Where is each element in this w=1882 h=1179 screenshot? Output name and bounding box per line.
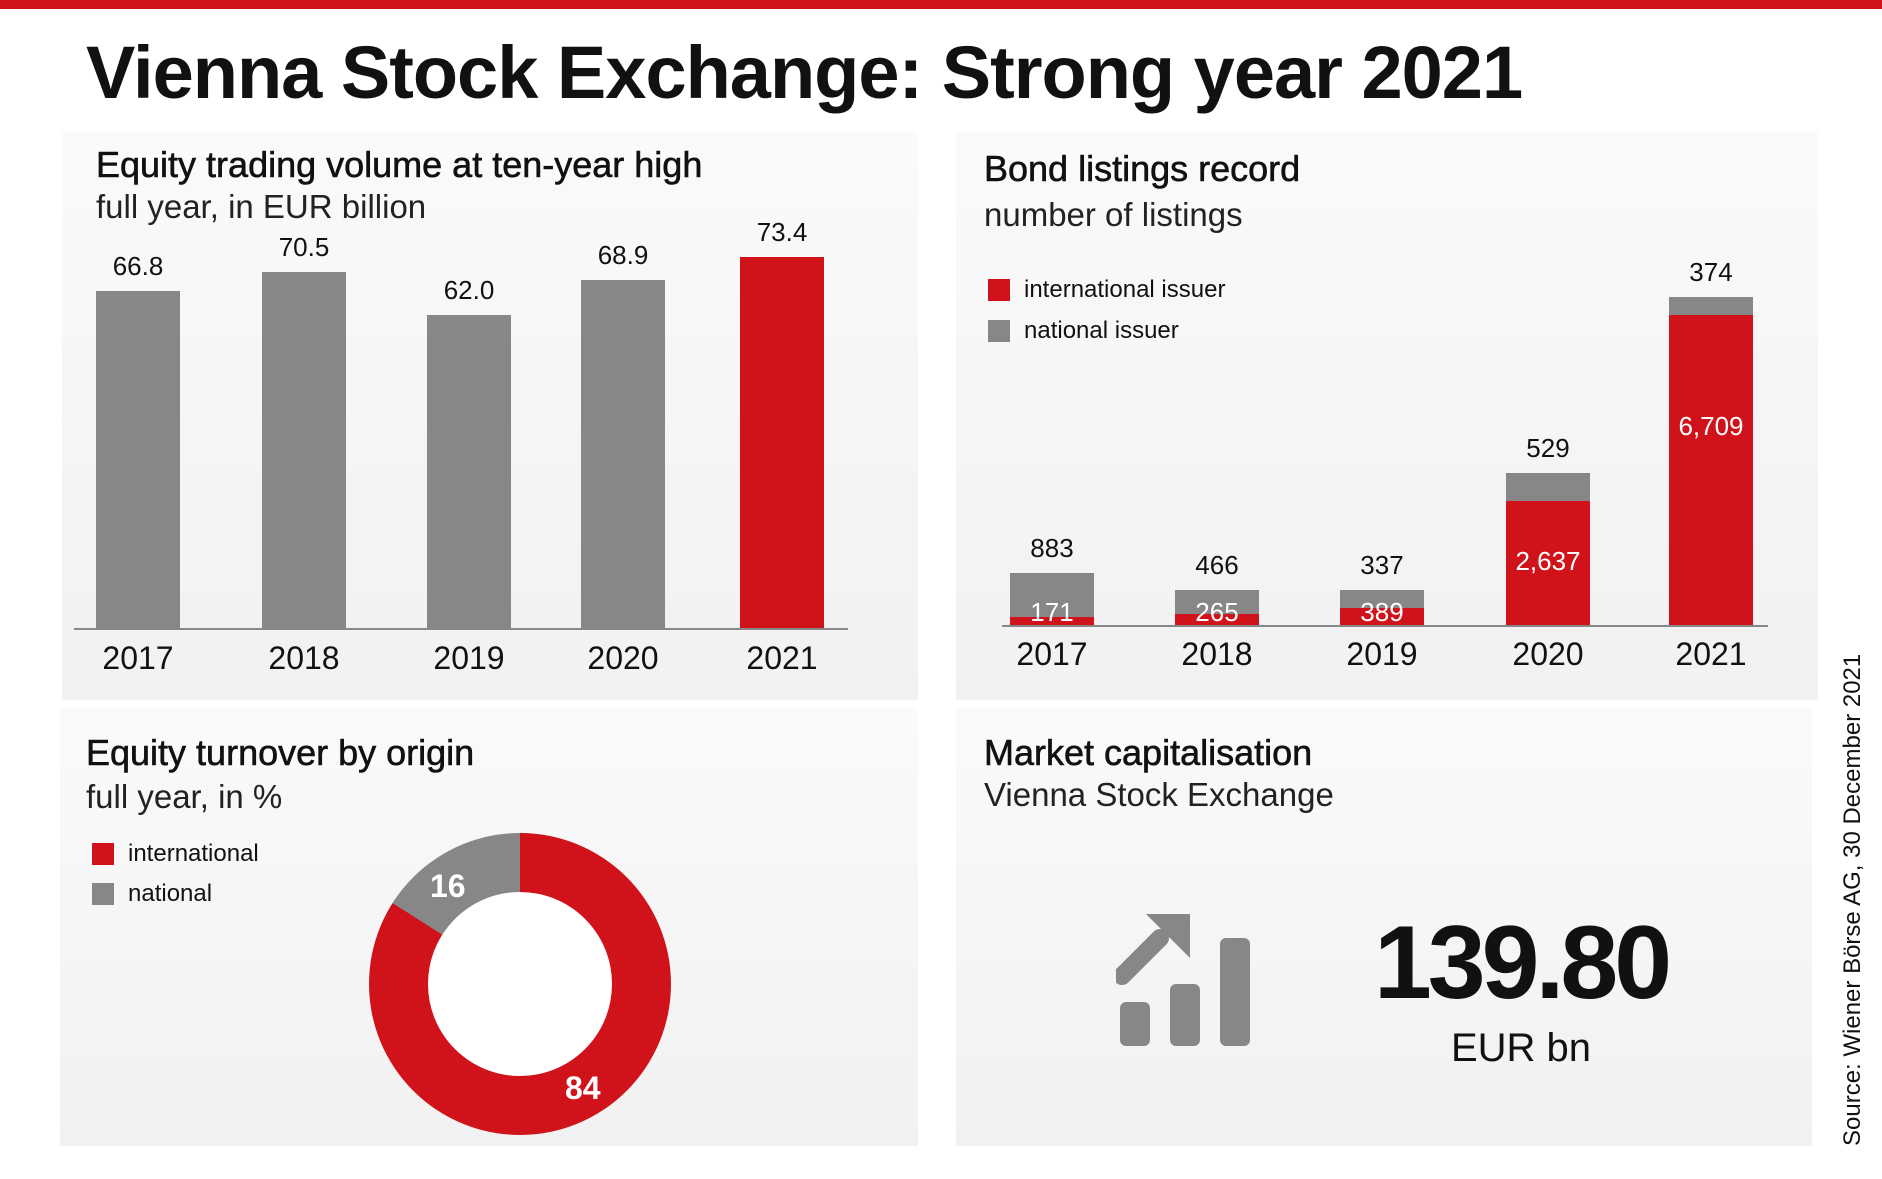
panel-title: Market capitalisation: [984, 732, 1313, 774]
slice-label-international: 84: [565, 1070, 601, 1106]
bar-international-2017: [1010, 617, 1094, 625]
bond-listings-chart: 883 171 466 265 337 389 529 2,637 374 6,709: [956, 132, 1818, 627]
chart-growth-icon: [1116, 914, 1250, 1046]
data-label-national: 337: [1360, 550, 1404, 580]
donut-hole: [428, 892, 612, 1076]
x-tick-label: 2018: [268, 640, 340, 676]
legend-label: international issuer: [1024, 276, 1226, 303]
panel-subtitle: number of listings: [984, 196, 1243, 233]
equity-turnover-panel: Equity turnover by origin full year, in …: [60, 708, 918, 1146]
equity-volume-panel: Equity trading volume at ten-year high f…: [62, 132, 918, 700]
slice-label-national: 16: [430, 868, 466, 904]
bar-international-2018: [1175, 614, 1259, 625]
market-cap-value: 139.80: [1373, 905, 1672, 1021]
market-cap-unit: EUR bn: [1450, 1026, 1592, 1070]
panel-title: Bond listings record: [984, 148, 1301, 190]
data-label: 70.5: [278, 231, 330, 262]
bar-international-2021: [1669, 315, 1753, 625]
data-label-international: 2,637: [1515, 546, 1581, 576]
data-label-international: 171: [1030, 597, 1074, 627]
bar-2020: [581, 280, 665, 628]
data-label-international: 265: [1195, 597, 1239, 627]
page-title: Vienna Stock Exchange: Strong year 2021: [86, 31, 1523, 114]
data-label: 62.0: [443, 274, 495, 305]
panel-subtitle: full year, in EUR billion: [96, 188, 427, 225]
legend-label: national: [128, 880, 213, 907]
bar-2017: [96, 290, 180, 628]
x-tick-label: 2019: [1346, 636, 1418, 672]
panel-subtitle: full year, in %: [86, 778, 283, 815]
equity-volume-chart: 66.8 70.5 62.0 68.9 73.4: [62, 132, 918, 628]
bar-2019: [427, 314, 511, 628]
bar-2018: [262, 271, 346, 628]
data-label-international: 389: [1360, 597, 1404, 627]
x-tick-label: 2018: [1181, 636, 1253, 672]
x-tick-label: 2019: [433, 640, 505, 676]
data-label: 68.9: [597, 240, 649, 271]
x-tick-label: 2021: [746, 640, 818, 676]
data-label-national: 529: [1526, 433, 1570, 463]
bar-international-2020: [1506, 501, 1590, 625]
legend-swatch: [92, 843, 114, 865]
data-label-international: 6,709: [1678, 411, 1744, 441]
data-label: 66.8: [112, 250, 164, 281]
data-label-national: 466: [1195, 550, 1239, 580]
bar-national-2017: [1010, 573, 1094, 625]
legend-national: national issuer: [988, 317, 1179, 345]
panel-title: Equity trading volume at ten-year high: [96, 144, 703, 186]
panel-title: Equity turnover by origin: [86, 732, 475, 774]
source-note: Source: Wiener Börse AG, 30 December 202…: [1839, 653, 1866, 1146]
x-tick-label: 2020: [1512, 636, 1584, 672]
x-tick-label: 2017: [1016, 636, 1088, 672]
top-accent-bar: [0, 0, 1882, 9]
legend-international: international: [92, 840, 259, 868]
data-label-national: 374: [1689, 257, 1733, 287]
bar-international-2019: [1340, 608, 1424, 625]
market-cap-panel: Market capitalisation Vienna Stock Excha…: [956, 708, 1812, 1146]
legend-swatch: [92, 883, 114, 905]
legend-national: national: [92, 880, 212, 908]
bar-2021: [740, 257, 824, 628]
legend-international: international issuer: [988, 276, 1225, 304]
legend-swatch: [988, 320, 1010, 342]
x-tick-label: 2017: [102, 640, 174, 676]
data-label: 73.4: [756, 217, 808, 248]
data-label-national: 883: [1030, 533, 1074, 563]
x-tick-label: 2020: [587, 640, 659, 676]
legend-label: international: [128, 840, 259, 867]
legend-label: national issuer: [1024, 317, 1179, 344]
bond-listings-panel: Bond listings record number of listings …: [956, 132, 1818, 700]
panel-subtitle: Vienna Stock Exchange: [984, 776, 1334, 813]
x-axis: [74, 628, 848, 630]
x-axis: [1002, 625, 1768, 627]
legend-swatch: [988, 279, 1010, 301]
donut-chart: [369, 833, 671, 1135]
x-tick-label: 2021: [1675, 636, 1747, 672]
